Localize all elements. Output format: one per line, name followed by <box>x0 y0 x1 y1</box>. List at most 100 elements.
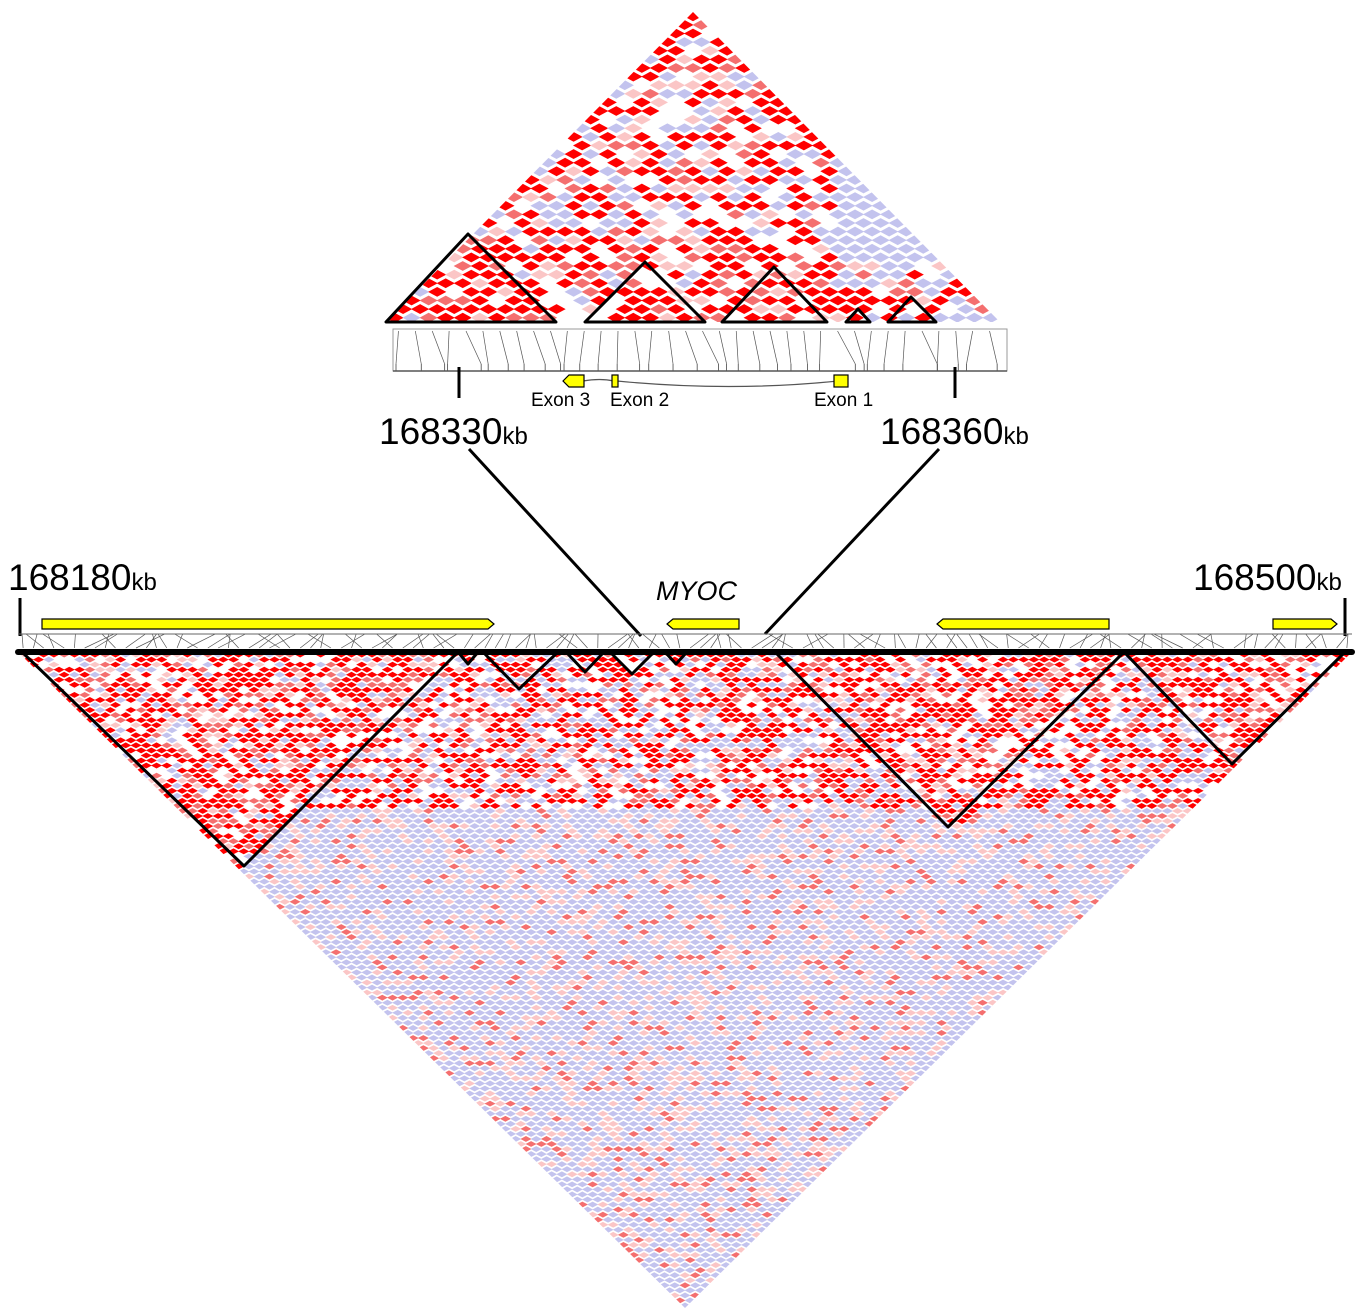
snp-map-line <box>485 634 493 648</box>
ld-cell <box>572 1197 583 1203</box>
ld-cell <box>572 1035 583 1041</box>
ld-cell <box>536 899 547 905</box>
ld-cell <box>551 904 562 910</box>
ld-cell <box>782 1161 793 1167</box>
ld-cell <box>325 874 336 880</box>
ld-cell <box>541 1005 552 1011</box>
ld-cell <box>556 1101 567 1107</box>
ld-cell <box>531 1075 542 1081</box>
ld-cell <box>182 793 193 799</box>
ld-cell <box>510 864 521 870</box>
ld-cell <box>413 919 424 925</box>
ld-cell <box>679 1212 690 1218</box>
ld-cell <box>454 808 465 814</box>
ld-cell <box>690 1272 701 1278</box>
ld-cell <box>567 798 578 804</box>
ld-cell <box>454 909 465 915</box>
ld-cell <box>305 843 316 849</box>
ld-cell <box>423 838 434 844</box>
ld-cell <box>828 1116 839 1122</box>
ld-cell <box>664 944 675 950</box>
ld-cell <box>515 758 526 764</box>
ld-cell <box>438 924 449 930</box>
ld-cell <box>315 692 326 698</box>
ld-cell <box>459 742 470 748</box>
ld-cell <box>454 919 465 925</box>
ld-cell <box>577 1091 588 1097</box>
ld-cell <box>582 1116 593 1122</box>
ld-cell <box>599 184 617 194</box>
ld-cell <box>228 737 239 743</box>
ld-cell <box>387 692 398 698</box>
ld-cell <box>546 899 557 905</box>
ld-cell <box>377 823 388 829</box>
ld-cell <box>567 858 578 864</box>
ld-cell <box>726 1207 737 1213</box>
ld-cell <box>674 914 685 920</box>
ld-cell <box>541 1045 552 1051</box>
ld-cell <box>628 980 639 986</box>
ld-cell <box>515 959 526 965</box>
ld-cell <box>259 758 270 764</box>
ld-cell <box>177 768 188 774</box>
ld-cell <box>351 909 362 915</box>
ld-cell <box>243 833 254 839</box>
ld-cell <box>608 1232 619 1238</box>
ld-cell <box>592 843 603 849</box>
ld-cell <box>490 1035 501 1041</box>
ld-cell <box>613 1146 624 1152</box>
ld-cell <box>392 1000 403 1006</box>
ld-cell <box>638 939 649 945</box>
ld-cell <box>433 848 444 854</box>
ld-cell <box>515 1141 526 1147</box>
ld-cell <box>658 261 676 271</box>
ld-cell <box>264 803 275 809</box>
ld-cell <box>454 697 465 703</box>
ld-cell <box>197 687 208 693</box>
ld-cell <box>690 1020 701 1026</box>
ld-cell <box>829 244 847 254</box>
ld-cell <box>577 1111 588 1117</box>
ld-cell <box>459 894 470 900</box>
ld-cell <box>695 1146 706 1152</box>
ld-cell <box>541 1116 552 1122</box>
ld-cell <box>561 1166 572 1172</box>
ld-cell <box>547 235 565 245</box>
ld-cell <box>428 833 439 839</box>
ld-cell <box>659 1111 670 1117</box>
ld-cell <box>613 1237 624 1243</box>
ld-cell <box>633 304 651 314</box>
ld-cell <box>839 1086 850 1092</box>
ld-cell <box>726 1086 737 1092</box>
ld-cell <box>863 209 881 219</box>
ld-cell <box>341 959 352 965</box>
ld-cell <box>361 727 372 733</box>
ld-cell <box>638 1070 649 1076</box>
ld-cell <box>387 975 398 981</box>
ld-cell <box>592 1096 603 1102</box>
ld-cell <box>701 218 719 228</box>
ld-cell <box>829 158 847 168</box>
snp-map-line <box>43 634 64 648</box>
ld-cell <box>587 858 598 864</box>
ld-cell <box>618 889 629 895</box>
ld-cell <box>474 990 485 996</box>
ld-cell <box>331 929 342 935</box>
ld-cell <box>505 879 516 885</box>
ld-cell <box>837 270 855 280</box>
ld-cell <box>392 889 403 895</box>
ld-cell <box>95 687 106 693</box>
ld-cell <box>443 677 454 683</box>
ld-cell <box>638 1192 649 1198</box>
ld-cell <box>264 864 275 870</box>
ld-cell <box>613 1015 624 1021</box>
ld-cell <box>679 1101 690 1107</box>
ld-cell <box>408 662 419 668</box>
ld-cell <box>490 1015 501 1021</box>
ld-cell <box>351 970 362 976</box>
ld-cell <box>479 924 490 930</box>
ld-cell <box>305 712 316 718</box>
ld-cell <box>510 823 521 829</box>
ld-cell <box>336 692 347 698</box>
ld-cell <box>638 1202 649 1208</box>
